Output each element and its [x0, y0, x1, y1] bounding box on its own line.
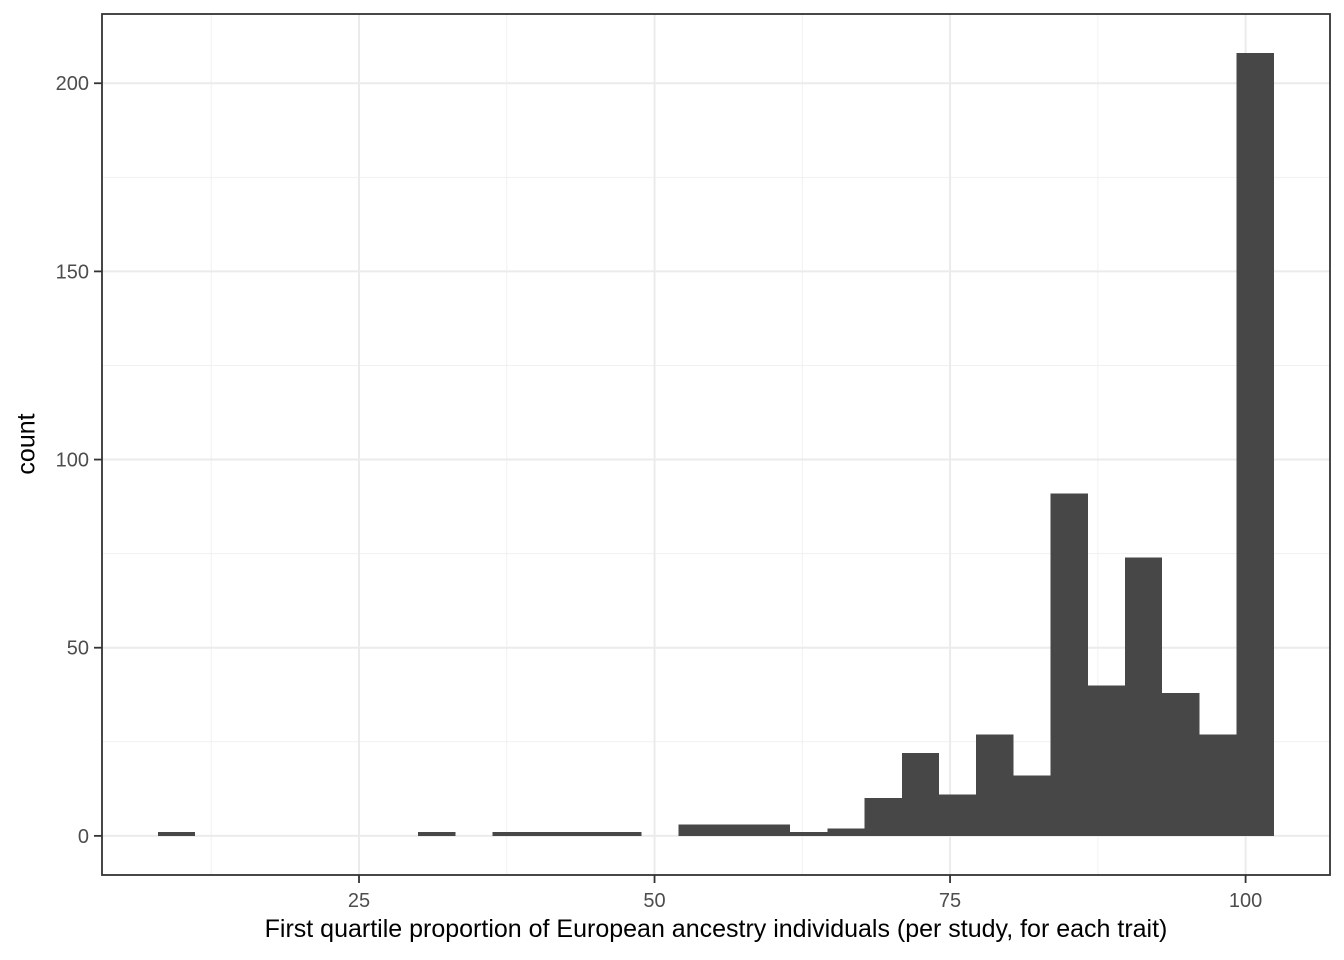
x-tick-label: 100 [1229, 890, 1262, 912]
histogram-bar [492, 832, 530, 836]
histogram-bar [790, 832, 828, 836]
histogram-bar [939, 794, 977, 836]
histogram-bar [157, 832, 195, 836]
y-tick-label: 150 [56, 261, 89, 283]
histogram-bar [715, 824, 754, 836]
y-axis-title: count [12, 413, 41, 475]
histogram-bar [604, 832, 642, 836]
histogram-bar [567, 832, 605, 836]
histogram-bar [1125, 557, 1163, 836]
histogram-bar [1162, 692, 1200, 836]
x-tick-label: 25 [348, 890, 370, 912]
y-tick-label: 0 [78, 826, 89, 848]
y-tick-label: 50 [67, 638, 89, 660]
histogram-bar [678, 824, 716, 836]
histogram-bar [753, 824, 791, 836]
y-tick-label: 200 [56, 73, 89, 95]
x-tick-label: 50 [643, 890, 665, 912]
histogram-bar [1199, 734, 1237, 836]
histogram-bar [901, 753, 940, 836]
histogram-bar [418, 832, 456, 836]
histogram-bar [976, 734, 1014, 836]
x-axis-title: First quartile proportion of European an… [264, 915, 1168, 943]
histogram-bar [827, 828, 865, 836]
histogram-bar [1050, 493, 1088, 836]
histogram-bar [1087, 685, 1126, 836]
histogram-bar [1013, 775, 1051, 836]
histogram-bar [1236, 53, 1274, 836]
histogram-bar [864, 798, 902, 836]
x-tick-label: 75 [939, 890, 961, 912]
panel-border [101, 13, 1331, 876]
histogram-bar [529, 832, 568, 836]
y-tick-label: 100 [56, 450, 89, 472]
